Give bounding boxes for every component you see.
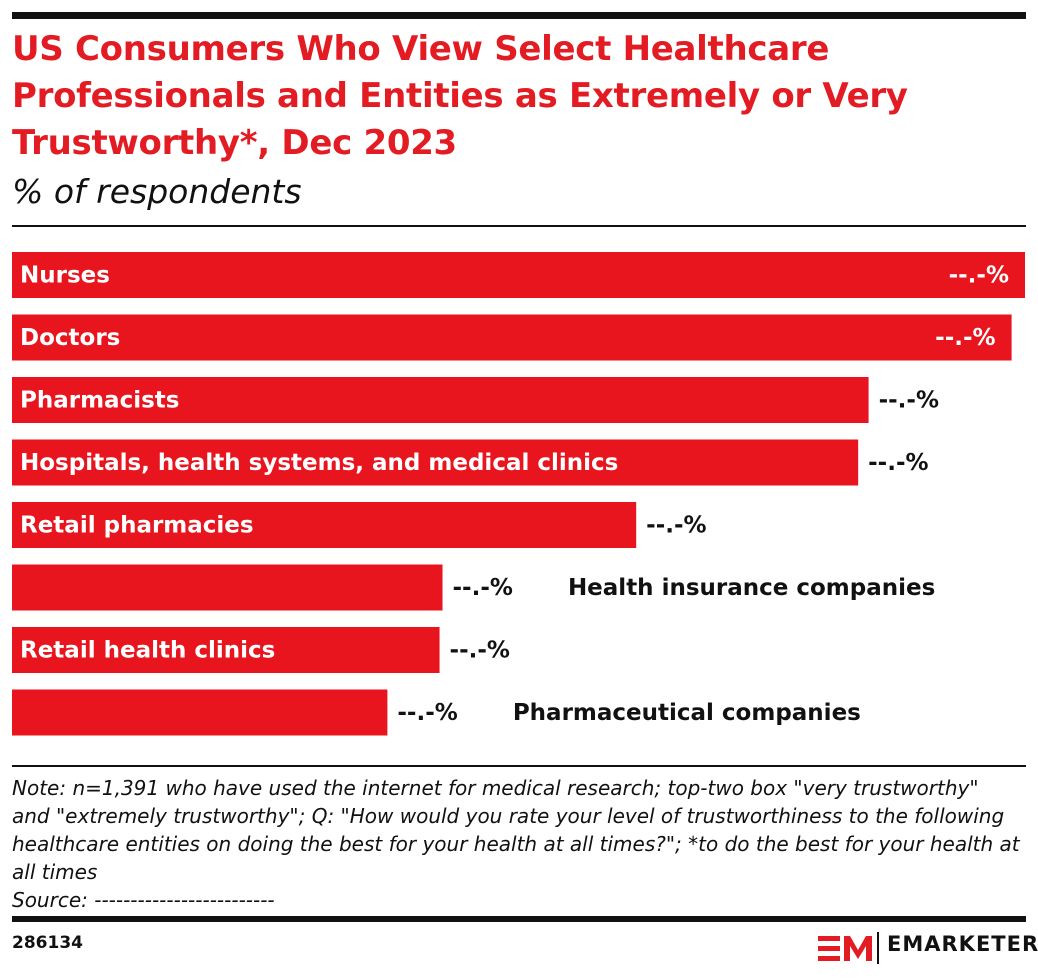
value-label: --.-% xyxy=(879,388,939,414)
category-label: Pharmacists xyxy=(20,388,179,414)
category-label: Retail health clinics xyxy=(20,638,275,664)
header-rule xyxy=(12,225,1026,227)
bar xyxy=(12,377,869,423)
note-text: Note: n=1,391 who have used the internet… xyxy=(12,776,1020,884)
bar xyxy=(12,314,1012,361)
bar xyxy=(12,502,637,548)
value-label: --.-% xyxy=(949,263,1009,289)
value-label: --.-% xyxy=(450,638,510,664)
category-label: Health insurance companies xyxy=(568,575,935,601)
value-label: --.-% xyxy=(397,700,457,726)
category-label: Nurses xyxy=(20,263,110,289)
category-label: Doctors xyxy=(20,325,120,351)
bar xyxy=(12,689,388,736)
chart-subtitle: % of respondents xyxy=(12,172,302,211)
chart-id: 286134 xyxy=(12,933,83,953)
brand: EMARKETER xyxy=(887,932,1038,956)
top-rule xyxy=(12,12,1026,19)
value-label: --.-% xyxy=(453,575,513,601)
value-label: --.-% xyxy=(935,325,995,351)
bar xyxy=(12,252,1025,298)
bar xyxy=(12,439,859,486)
category-label: Pharmaceutical companies xyxy=(513,700,861,726)
category-label: Hospitals, health systems, and medical c… xyxy=(20,450,618,476)
source: Source: ------------------------- xyxy=(12,888,275,912)
logo-mark xyxy=(818,932,879,964)
chart-title: US Consumers Who View Select Healthcare … xyxy=(12,29,908,163)
value-label: --.-% xyxy=(868,450,928,476)
bar xyxy=(12,627,440,673)
note: Note: n=1,391 who have used the internet… xyxy=(12,774,1022,914)
value-label: --.-% xyxy=(646,513,706,539)
category-label: Retail pharmacies xyxy=(20,513,254,539)
footer-rule xyxy=(12,765,1026,767)
bottom-rule xyxy=(12,916,1026,922)
bar xyxy=(12,564,443,611)
